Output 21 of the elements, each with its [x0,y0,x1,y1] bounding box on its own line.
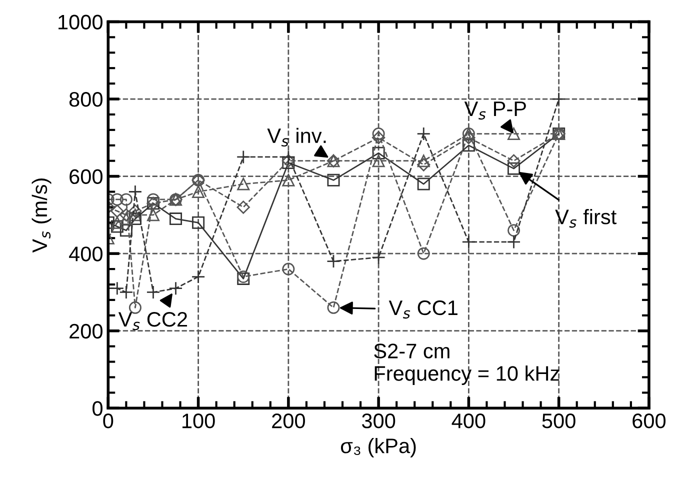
annotation: V$_{s}$ CC2 [118,312,188,330]
x-tick-label: 500 [542,414,576,428]
x-tick-label: 300 [362,414,396,428]
x-tick-label: 0 [103,414,114,428]
annotation: S2-7 cm Frequency = 10 kHz [374,344,560,385]
y-axis-title: V$_{s}$ (m/s) [32,178,52,253]
x-tick-label: 200 [272,414,305,428]
x-tick-label: 400 [452,414,486,428]
y-tick-label: 800 [69,92,102,107]
annotation: V$_{s}$ first [555,208,616,228]
x-axis-title: σ₃ (kPa) [340,438,416,458]
y-tick-label: 600 [70,169,102,184]
y-tick-label: 0 [92,401,102,416]
y-tick-label: 400 [69,246,102,262]
x-tick-label: 100 [182,414,215,428]
y-tick-label: 200 [70,324,102,339]
y-tick-label: 1000 [58,14,102,30]
annotation: V$_{s}$ inv. [267,128,326,147]
annotation: V$_{s}$ CC1 [388,300,458,319]
annotation: V$_{s}$ P-P [464,102,526,120]
x-tick-label: 600 [632,414,666,428]
